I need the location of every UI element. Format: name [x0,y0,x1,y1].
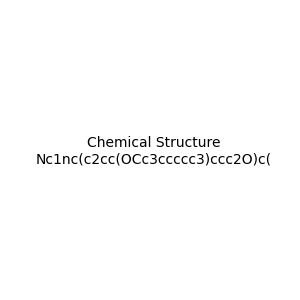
Text: Chemical Structure
Nc1nc(c2cc(OCc3ccccc3)ccc2O)c(: Chemical Structure Nc1nc(c2cc(OCc3ccccc3… [36,136,272,166]
